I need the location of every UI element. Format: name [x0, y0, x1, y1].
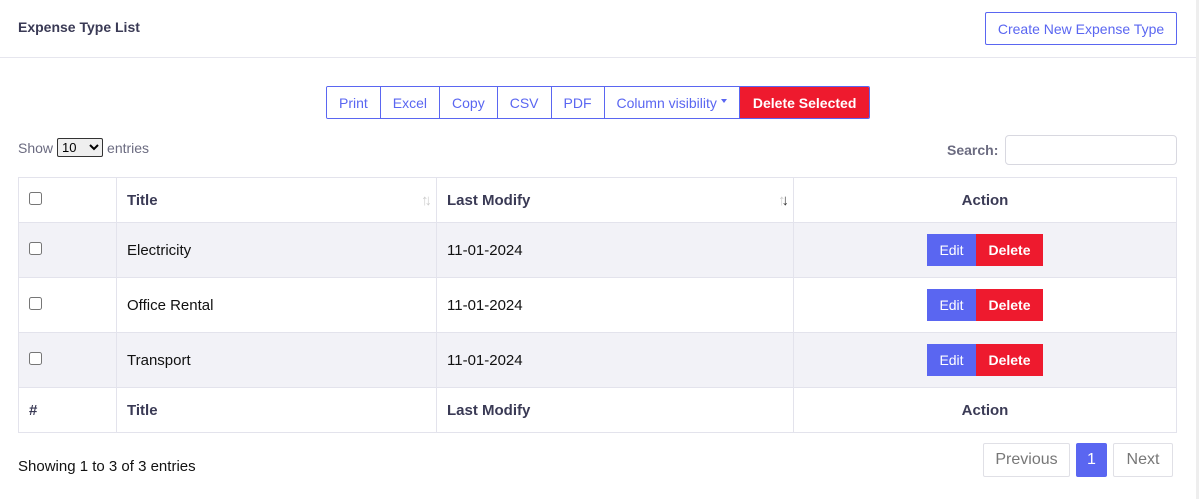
column-header-last-modify[interactable]: Last Modify ↑↓ [436, 177, 794, 223]
title-header-label: Title [127, 191, 158, 209]
footer-hash: # [18, 387, 117, 433]
title-cell: Transport [116, 332, 437, 388]
row-checkbox[interactable] [29, 351, 42, 365]
row-checkbox[interactable] [29, 241, 42, 255]
expense-type-table: Title ↑↓ Last Modify ↑↓ Action Electricity… [18, 177, 1177, 433]
row-checkbox[interactable] [29, 296, 42, 310]
delete-button[interactable]: Delete [976, 289, 1043, 321]
table-row: Office Rental 11-01-2024 Edit Delete [18, 277, 1177, 333]
entries-label: entries [107, 139, 150, 156]
column-header-title[interactable]: Title ↑↓ [116, 177, 437, 223]
length-control: Show 10 entries [18, 138, 149, 157]
show-label: Show [18, 139, 54, 156]
delete-button[interactable]: Delete [976, 344, 1043, 376]
footer-last-modify: Last Modify [436, 387, 794, 433]
edit-button[interactable]: Edit [927, 289, 976, 321]
edit-button[interactable]: Edit [927, 234, 976, 266]
column-visibility-button[interactable]: Column visibility [604, 87, 740, 118]
pdf-button[interactable]: PDF [551, 87, 605, 118]
edit-button[interactable]: Edit [927, 344, 976, 376]
scrollbar[interactable] [1196, 0, 1199, 499]
export-button-group: Print Excel Copy CSV PDF Column visibili… [326, 86, 871, 119]
create-expense-type-button[interactable]: Create New Expense Type [985, 12, 1177, 45]
next-page-button[interactable]: Next [1113, 443, 1173, 477]
column-visibility-label: Column visibility [616, 94, 717, 111]
sort-desc-icon: ↑↓ [778, 192, 789, 209]
delete-button[interactable]: Delete [976, 234, 1043, 266]
csv-button[interactable]: CSV [497, 87, 552, 118]
action-cell: Edit Delete [793, 332, 1177, 388]
select-all-checkbox[interactable] [29, 191, 42, 205]
pagination: Previous 1 Next [983, 443, 1173, 477]
row-select-cell [18, 277, 117, 333]
last-modify-header-label: Last Modify [447, 191, 531, 209]
entries-select[interactable]: 10 [57, 138, 104, 157]
caret-down-icon [720, 98, 727, 103]
page-1-button[interactable]: 1 [1076, 443, 1107, 477]
page-header: Expense Type List Create New Expense Typ… [0, 0, 1199, 58]
last-modify-cell: 11-01-2024 [436, 277, 794, 333]
footer-title: Title [116, 387, 437, 433]
table-info: Showing 1 to 3 of 3 entries [18, 458, 196, 475]
previous-page-button[interactable]: Previous [983, 443, 1070, 477]
excel-button[interactable]: Excel [380, 87, 441, 118]
table-header-row: Title ↑↓ Last Modify ↑↓ Action [18, 177, 1177, 223]
last-modify-cell: 11-01-2024 [436, 332, 794, 388]
title-cell: Electricity [116, 222, 437, 278]
column-header-action: Action [793, 177, 1177, 223]
title-cell: Office Rental [116, 277, 437, 333]
page-title: Expense Type List [18, 19, 140, 35]
row-select-cell [18, 332, 117, 388]
delete-selected-button[interactable]: Delete Selected [739, 87, 870, 118]
table-row: Electricity 11-01-2024 Edit Delete [18, 222, 1177, 278]
action-cell: Edit Delete [793, 277, 1177, 333]
row-select-cell [18, 222, 117, 278]
print-button[interactable]: Print [327, 87, 381, 118]
select-all-cell [18, 177, 117, 223]
search-label: Search: [947, 142, 999, 158]
search-input[interactable] [1005, 135, 1178, 165]
copy-button[interactable]: Copy [440, 87, 498, 118]
action-cell: Edit Delete [793, 222, 1177, 278]
sort-icon: ↑↓ [421, 192, 432, 209]
footer-action: Action [793, 387, 1177, 433]
last-modify-cell: 11-01-2024 [436, 222, 794, 278]
table-row: Transport 11-01-2024 Edit Delete [18, 332, 1177, 388]
table-footer-row: # Title Last Modify Action [18, 387, 1177, 433]
search-control: Search: [947, 135, 1178, 165]
